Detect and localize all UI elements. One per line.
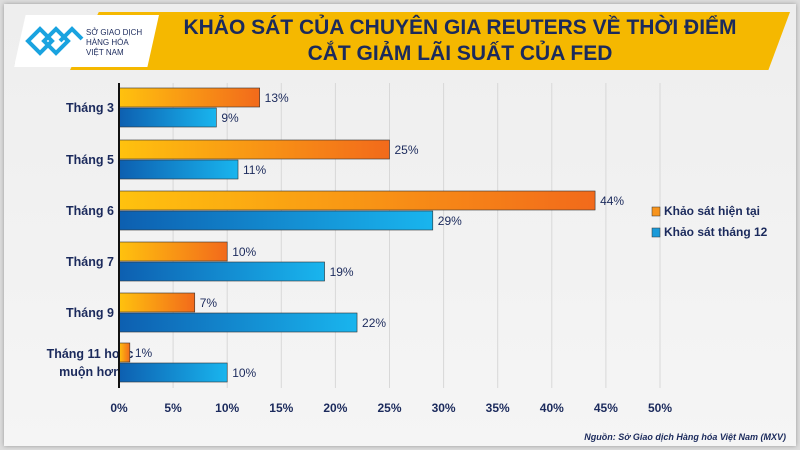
category-label: muộn hơn (59, 365, 121, 379)
data-label: 29% (438, 214, 462, 228)
x-tick-label: 45% (594, 401, 618, 415)
bar-current (118, 292, 196, 313)
chart-title: KHẢO SÁT CỦA CHUYÊN GIA REUTERS VỀ THỜI … (183, 16, 737, 65)
title-banner (70, 12, 790, 70)
category-label: Tháng 3 (66, 101, 114, 115)
bar-current (118, 241, 228, 262)
data-label: 10% (232, 366, 256, 380)
category-label: Tháng 11 hoặc (47, 347, 134, 361)
bar-december (118, 159, 239, 180)
x-tick-label: 20% (323, 401, 347, 415)
bar-december (118, 312, 358, 333)
data-label: 9% (221, 111, 239, 125)
x-tick-label: 5% (164, 401, 182, 415)
source-note: Nguồn: Sở Giao dịch Hàng hóa Việt Nam (M… (584, 432, 786, 442)
legend-label: Khảo sát hiện tại (664, 204, 760, 218)
x-tick-label: 50% (648, 401, 672, 415)
category-label: Tháng 6 (66, 204, 114, 218)
data-label: 13% (265, 91, 289, 105)
x-tick-label: 35% (486, 401, 510, 415)
category-label: Tháng 9 (66, 306, 114, 320)
bar-current (118, 190, 596, 211)
logo (14, 15, 159, 67)
legend-swatch (651, 227, 661, 238)
logo-text-1: SỞ GIAO DỊCH (86, 28, 143, 37)
bar-current (118, 139, 390, 160)
x-tick-label: 40% (540, 401, 564, 415)
data-label: 22% (362, 316, 386, 330)
category-label: Tháng 5 (66, 153, 114, 167)
x-tick-label: 30% (432, 401, 456, 415)
logo-text-2: HÀNG HÓA (86, 38, 129, 47)
logo-mark-icon (25, 26, 84, 56)
data-label: 7% (200, 296, 218, 310)
data-label: 10% (232, 245, 256, 259)
x-tick-label: 10% (215, 401, 239, 415)
x-tick-label: 25% (377, 401, 401, 415)
x-tick-label: 0% (110, 401, 128, 415)
bar-december (118, 261, 325, 282)
bar-current (118, 87, 260, 108)
x-tick-label: 15% (269, 401, 293, 415)
bar-december (118, 210, 434, 231)
legend-swatch (651, 206, 661, 217)
data-label: 1% (135, 346, 153, 360)
category-label: Tháng 7 (66, 255, 114, 269)
bar-december (118, 107, 217, 128)
bar-december (118, 362, 228, 383)
data-label: 19% (330, 265, 354, 279)
data-label: 25% (395, 143, 419, 157)
data-label: 44% (600, 194, 624, 208)
data-label: 11% (243, 163, 266, 177)
logo-text-3: VIỆT NAM (86, 48, 124, 57)
legend-label: Khảo sát tháng 12 (664, 225, 768, 239)
bar-current (118, 342, 131, 363)
